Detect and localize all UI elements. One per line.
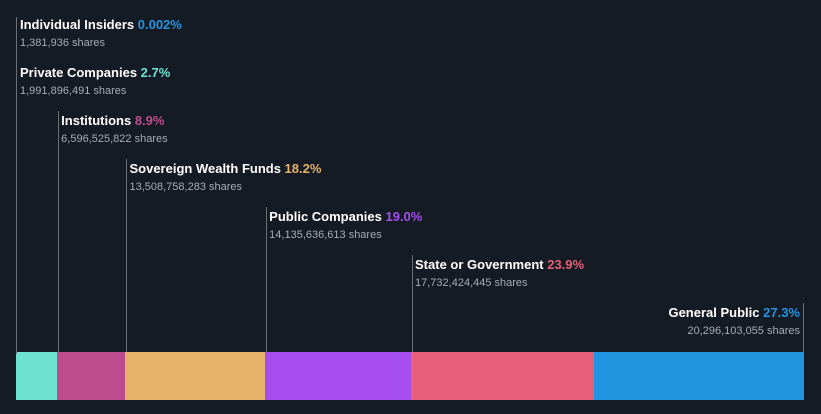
shares-count: 13,508,758,283 shares (129, 181, 243, 193)
leader-line (412, 255, 414, 352)
percent-value: 19.0% (385, 209, 423, 224)
bar-segment-individual-insiders[interactable] (16, 352, 37, 400)
category-name: Public Companies (269, 209, 386, 224)
segment-label: General Public 27.3% 20,296,103,055 share… (668, 305, 800, 338)
bar-segment-public-companies[interactable] (265, 352, 411, 400)
bar-segment-private-companies[interactable] (36, 352, 58, 400)
shares-count: 1,381,936 shares (20, 37, 106, 49)
category-name: Individual Insiders (20, 17, 138, 32)
segment-label: Public Companies 19.0% 14,135,636,613 sha… (269, 209, 422, 242)
category-name: General Public (668, 305, 764, 320)
leader-line (266, 207, 268, 352)
percent-value: 0.002% (137, 17, 182, 32)
percent-value: 2.7% (140, 65, 171, 80)
shares-count: 1,991,896,491 shares (20, 85, 127, 97)
bar-segment-general-public[interactable] (594, 352, 804, 400)
segment-label: Sovereign Wealth Funds 18.2% 13,508,758,2… (129, 161, 321, 194)
leader-line (16, 63, 17, 352)
bar-segment-state-or-government[interactable] (411, 352, 595, 400)
shares-count: 14,135,636,613 shares (269, 229, 382, 241)
segment-label: Institutions 8.9% 6,596,525,822 shares (61, 113, 167, 146)
segment-label: Private Companies 2.7% 1,991,896,491 shar… (20, 65, 170, 98)
leader-line (126, 159, 128, 352)
percent-value: 18.2% (284, 161, 322, 176)
category-name: Private Companies (20, 65, 141, 80)
percent-value: 27.3% (763, 305, 800, 320)
shares-count: 6,596,525,822 shares (61, 133, 168, 145)
segment-label: Individual Insiders 0.002% 1,381,936 shar… (20, 17, 182, 50)
percent-value: 8.9% (134, 113, 165, 128)
bar-segment-sovereign-wealth-funds[interactable] (125, 352, 266, 400)
shares-count: 20,296,103,055 shares (687, 325, 800, 337)
bar-segment-institutions[interactable] (57, 352, 126, 400)
segment-label: State or Government 23.9% 17,732,424,445 … (415, 257, 584, 290)
leader-line (803, 303, 804, 352)
category-name: Sovereign Wealth Funds (129, 161, 285, 176)
shares-count: 17,732,424,445 shares (415, 277, 528, 289)
leader-line (58, 111, 60, 352)
percent-value: 23.9% (547, 257, 585, 272)
category-name: Institutions (61, 113, 135, 128)
category-name: State or Government (415, 257, 548, 272)
